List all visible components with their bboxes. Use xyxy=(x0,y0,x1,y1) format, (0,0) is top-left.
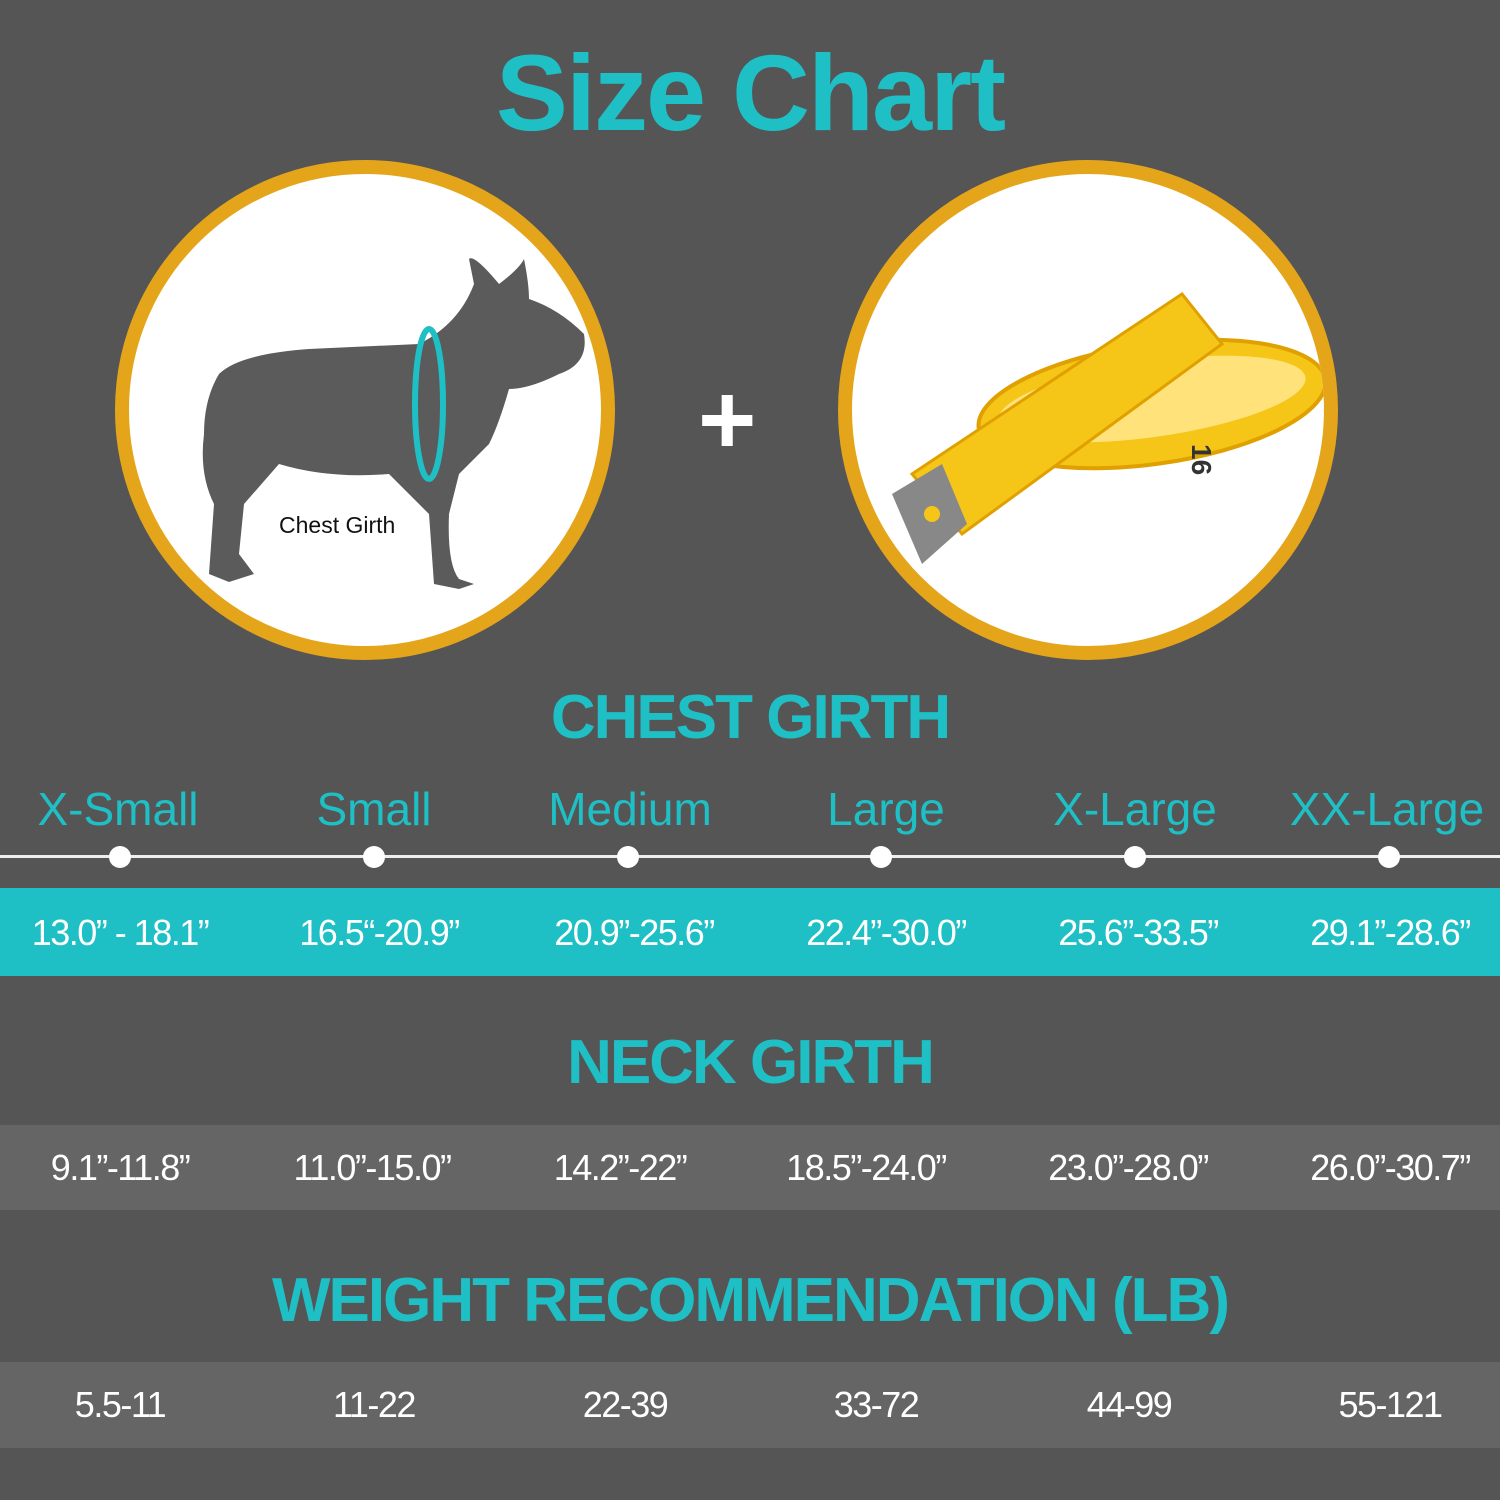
size-timeline xyxy=(0,855,1500,858)
size-label: X-Small xyxy=(37,783,199,835)
size-dot xyxy=(1124,846,1146,868)
chest-girth-title: CHEST GIRTH xyxy=(550,683,951,752)
weight-value: 11-22 xyxy=(333,1384,416,1425)
tape-number: 16 xyxy=(1186,444,1217,475)
measuring-tape-illustration: 16 xyxy=(838,160,1338,660)
neck-value: 18.5”-24.0” xyxy=(786,1147,947,1188)
size-label: Small xyxy=(316,783,432,835)
weight-row: 5.5-11 11-22 22-39 33-72 44-99 55-121 xyxy=(0,1362,1500,1448)
chest-girth-row: 13.0” - 18.1” 16.5“-20.9” 20.9”-25.6” 22… xyxy=(0,888,1500,976)
size-dot xyxy=(363,846,385,868)
size-dot xyxy=(870,846,892,868)
neck-value: 9.1”-11.8” xyxy=(50,1147,191,1188)
chest-girth-label: Chest Girth xyxy=(279,512,396,538)
size-dot xyxy=(617,846,639,868)
size-label: XX-Large xyxy=(1289,783,1485,835)
size-dot xyxy=(1378,846,1400,868)
weight-value: 5.5-11 xyxy=(74,1384,167,1425)
neck-girth-title: NECK GIRTH xyxy=(567,1028,935,1097)
dog-illustration: Chest Girth xyxy=(115,160,615,660)
size-label: Medium xyxy=(548,783,712,835)
weight-title: WEIGHT RECOMMENDATION (LB) xyxy=(272,1266,1230,1335)
neck-value: 23.0”-28.0” xyxy=(1048,1147,1209,1188)
french-bulldog-icon xyxy=(202,258,585,589)
size-dot xyxy=(109,846,131,868)
size-label: Large xyxy=(827,783,945,835)
plus-icon: + xyxy=(698,364,757,476)
size-label: X-Large xyxy=(1053,783,1217,835)
neck-girth-row: 9.1”-11.8” 11.0”-15.0” 14.2”-22” 18.5”-2… xyxy=(0,1125,1500,1210)
weight-value: 22-39 xyxy=(582,1384,669,1425)
chest-value: 29.1”-28.6” xyxy=(1310,912,1471,953)
chest-value: 22.4”-30.0” xyxy=(806,912,967,953)
chest-value: 13.0” - 18.1” xyxy=(31,912,210,953)
weight-value: 55-121 xyxy=(1338,1384,1443,1425)
neck-value: 11.0”-15.0” xyxy=(293,1147,452,1188)
neck-value: 14.2”-22” xyxy=(553,1147,688,1188)
size-labels: X-Small Small Medium Large X-Large XX-La… xyxy=(0,782,1500,842)
page-title: Size Chart xyxy=(495,32,1006,153)
weight-value: 44-99 xyxy=(1086,1384,1173,1425)
chest-value: 20.9”-25.6” xyxy=(554,912,715,953)
neck-value: 26.0”-30.7” xyxy=(1310,1147,1471,1188)
weight-value: 33-72 xyxy=(833,1384,920,1425)
chest-value: 25.6”-33.5” xyxy=(1058,912,1219,953)
chest-value: 16.5“-20.9” xyxy=(299,912,460,953)
measuring-tape-icon: 16 xyxy=(892,291,1324,564)
